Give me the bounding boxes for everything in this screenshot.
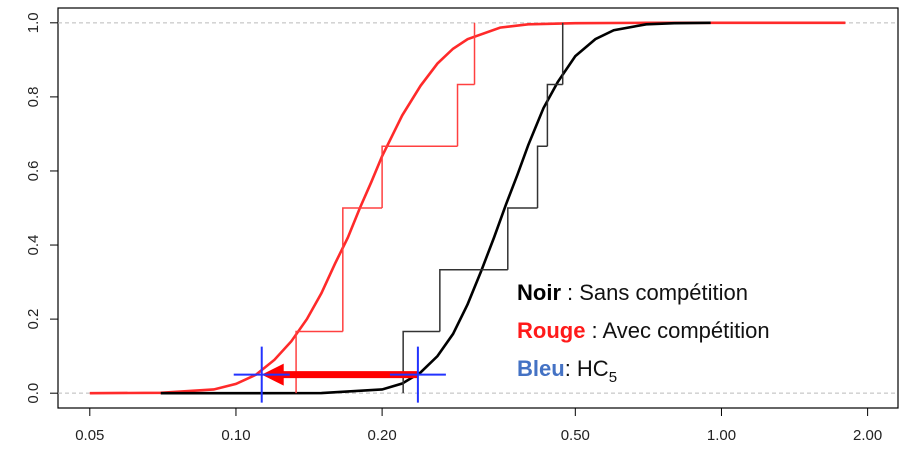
y-tick-label: 0.6 [25, 161, 42, 182]
legend-entry: Noir: Sans compétition [517, 280, 748, 305]
legend-text: : Avec compétition [591, 318, 769, 343]
hc5-marker [389, 346, 446, 403]
x-tick-label: 0.05 [75, 427, 104, 444]
x-tick-label: 0.20 [368, 427, 397, 444]
legend-text: : HC [565, 356, 609, 381]
empirical-step [295, 330, 343, 394]
x-tick-label: 1.00 [707, 427, 736, 444]
empirical-step [402, 330, 440, 394]
empirical-step [381, 145, 458, 208]
x-tick-label: 2.00 [853, 427, 882, 444]
y-tick-label: 0.4 [25, 235, 42, 256]
empirical-step [342, 207, 383, 332]
y-tick-label: 1.0 [25, 12, 42, 33]
x-tick-label: 0.10 [221, 427, 250, 444]
empirical-step [456, 83, 475, 147]
y-tick-label: 0.2 [25, 309, 42, 330]
legend-key: Rouge [517, 318, 585, 343]
legend-subscript: 5 [609, 369, 617, 386]
empirical-step [536, 145, 548, 208]
empirical-step [507, 207, 538, 270]
empirical-step [546, 83, 563, 147]
legend-text: : Sans compétition [567, 280, 748, 305]
y-tick-label: 0.8 [25, 86, 42, 107]
legend-entry: Bleu: HC5 [517, 356, 617, 386]
legend-key: Noir [517, 280, 561, 305]
legend-entry: Rouge: Avec compétition [517, 318, 770, 343]
legend-key: Bleu [517, 356, 565, 381]
y-tick-label: 0.0 [25, 383, 42, 404]
x-tick-label: 0.50 [561, 427, 590, 444]
fitted-curve [160, 21, 711, 395]
hc5-marker [233, 346, 290, 403]
empirical-step [439, 268, 508, 332]
plot-frame [57, 7, 899, 409]
